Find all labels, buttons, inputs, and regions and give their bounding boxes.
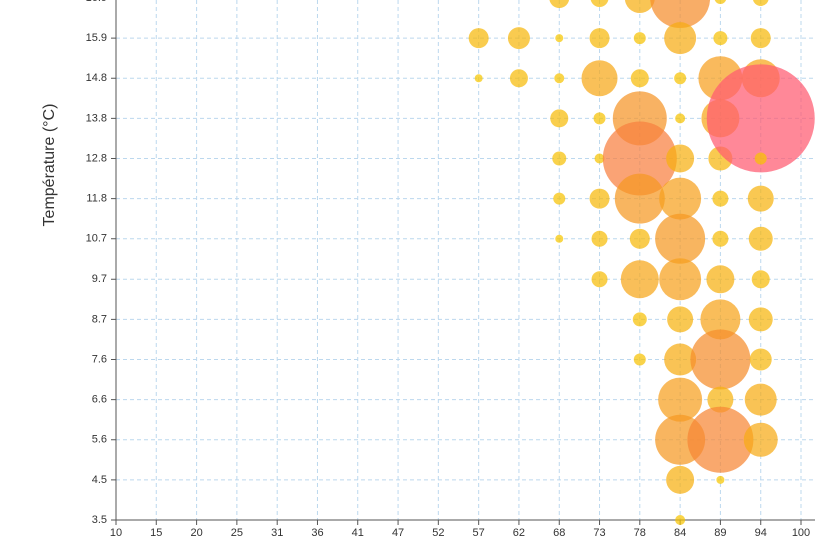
bubble [630, 69, 649, 88]
bubble [650, 0, 711, 28]
bubble [550, 109, 569, 128]
bubble [624, 0, 655, 13]
bubble [629, 228, 650, 249]
x-tick-label: 89 [714, 527, 726, 536]
bubble [743, 422, 778, 457]
y-tick-label: 10.7 [86, 233, 107, 245]
bubble [509, 69, 528, 88]
bubble [553, 192, 566, 205]
bubble [675, 113, 686, 124]
bubble [712, 190, 729, 207]
y-tick-label: 5.6 [92, 434, 107, 446]
bubble [666, 144, 695, 173]
bubble [667, 306, 694, 333]
x-tick-label: 68 [553, 527, 565, 536]
bubble [675, 515, 686, 525]
y-tick-label: 4.5 [92, 474, 107, 486]
x-tick-label: 36 [311, 527, 323, 536]
bubble [664, 22, 697, 55]
bubble [748, 226, 773, 251]
bubble [664, 343, 697, 376]
y-axis-label: Température (°C) [41, 104, 58, 227]
x-tick-label: 15 [150, 527, 162, 536]
bubble [554, 73, 565, 84]
y-tick-label: 12.8 [86, 152, 107, 164]
x-tick-label: 100 [792, 527, 810, 536]
x-tick-label: 62 [513, 527, 525, 536]
bubble [690, 329, 751, 390]
bubble [555, 234, 564, 243]
bubble [581, 60, 618, 97]
bubble [674, 72, 687, 85]
bubble [632, 312, 647, 327]
bubble [744, 383, 777, 416]
y-tick-label: 15.9 [86, 32, 107, 44]
bubble [749, 348, 772, 371]
bubble [591, 271, 608, 288]
bubble [620, 260, 659, 299]
bubble [754, 152, 767, 165]
y-tick-label: 3.5 [92, 514, 107, 526]
y-tick-label: 11.8 [86, 193, 107, 205]
bubble [714, 0, 727, 4]
y-tick-label: 9.7 [92, 273, 107, 285]
y-tick-label: 7.6 [92, 353, 107, 365]
bubble [590, 0, 609, 7]
bubble [633, 353, 646, 366]
bubble [589, 28, 610, 49]
bubble [474, 74, 483, 83]
y-tick-label: 14.8 [86, 72, 107, 84]
bubble [507, 27, 530, 50]
bubble [659, 258, 702, 301]
bubble [700, 299, 741, 340]
x-tick-label: 57 [473, 527, 485, 536]
bubble [555, 34, 564, 43]
bubble [594, 153, 605, 164]
y-tick-label: 16.9 [86, 0, 107, 4]
bubble [706, 265, 735, 294]
bubble [589, 188, 610, 209]
bubble [713, 31, 728, 46]
bubble [593, 112, 606, 125]
bubble [747, 185, 774, 212]
x-tick-label: 78 [634, 527, 646, 536]
bubble [666, 465, 695, 494]
x-tick-label: 84 [674, 527, 686, 536]
y-tick-label: 6.6 [92, 394, 107, 406]
bubble [468, 28, 489, 49]
x-tick-label: 25 [231, 527, 243, 536]
bubble [750, 28, 771, 49]
bubble [712, 230, 729, 247]
bubble [752, 0, 769, 6]
x-tick-label: 52 [432, 527, 444, 536]
bubble [602, 121, 677, 196]
x-tick-label: 31 [271, 527, 283, 536]
bubble [655, 213, 706, 264]
bubble [687, 406, 754, 473]
bubble [591, 230, 608, 247]
x-tick-label: 10 [110, 527, 122, 536]
bubble [659, 177, 702, 220]
x-tick-label: 73 [593, 527, 605, 536]
y-tick-label: 13.8 [86, 112, 107, 124]
bubble [633, 32, 646, 45]
x-tick-label: 47 [392, 527, 404, 536]
x-tick-label: 20 [190, 527, 202, 536]
y-tick-label: 8.7 [92, 313, 107, 325]
bubble [751, 270, 770, 289]
x-tick-label: 94 [755, 527, 767, 536]
bubble [614, 173, 665, 224]
bubble [549, 0, 570, 8]
x-tick-label: 41 [352, 527, 364, 536]
bubble [707, 386, 734, 413]
bubble [748, 307, 773, 332]
bubble [706, 64, 815, 173]
bubble [658, 377, 703, 422]
bubble [716, 475, 725, 484]
bubble [552, 151, 567, 166]
